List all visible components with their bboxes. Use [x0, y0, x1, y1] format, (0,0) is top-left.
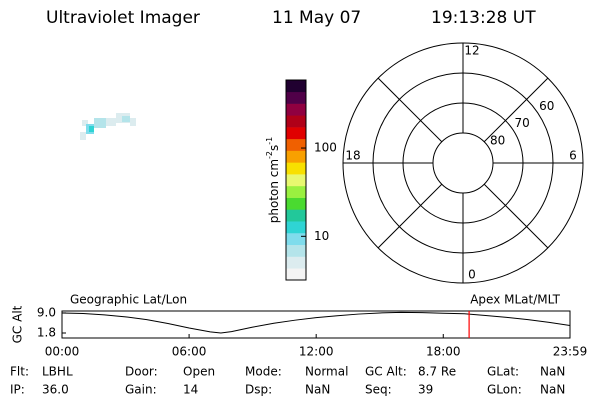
- info-label: GLat:: [487, 365, 519, 379]
- info-label: GC Alt:: [365, 365, 407, 379]
- y-axis-label: GC Alt: [11, 305, 25, 343]
- altitude-line: [61, 311, 571, 334]
- info-label: Mode:: [245, 365, 282, 379]
- date: 11 May 07: [272, 8, 361, 28]
- colorbar-stripe: [286, 127, 306, 140]
- info-label: Seq:: [365, 383, 392, 397]
- colorbar-stripe: [286, 103, 306, 116]
- info-value: 8.7 Re: [418, 365, 456, 379]
- colorbar-stripe: [286, 232, 306, 246]
- info-value: NaN: [305, 383, 330, 397]
- mlt-label: 0: [468, 268, 476, 282]
- info-label: Gain:: [125, 383, 157, 397]
- x-tick-label: 18:00: [426, 345, 461, 359]
- info-label: IP:: [10, 383, 25, 397]
- right-label: Apex MLat/MLT: [470, 293, 560, 307]
- colorbar-stripe: [286, 138, 306, 151]
- mlt-label: 18: [345, 149, 360, 163]
- info-value: Normal: [305, 365, 348, 379]
- info-label: Door:: [125, 365, 158, 379]
- colorbar-stripe: [286, 174, 306, 187]
- label-sup: -2: [265, 151, 274, 159]
- colorbar-stripe: [286, 197, 306, 210]
- colorbar-stripe: [286, 268, 306, 281]
- colorbar-stripe: [286, 91, 306, 104]
- colorbar-frame: [285, 79, 307, 281]
- pixel: [82, 120, 88, 126]
- polar-spoke: [483, 183, 549, 249]
- pixel: [130, 118, 136, 126]
- x-tick-label: 23:59: [553, 345, 588, 359]
- aurora-image: [80, 113, 136, 140]
- left-label: Geographic Lat/Lon: [70, 293, 187, 307]
- y-tick-label: 9.0: [37, 305, 56, 319]
- pixel: [94, 118, 106, 128]
- label-sup: -1: [265, 137, 274, 145]
- x-tick-label: 00:00: [45, 345, 80, 359]
- ring-label: 80: [490, 133, 505, 147]
- time: 19:13:28 UT: [431, 8, 536, 28]
- info-label: GLon:: [487, 383, 522, 397]
- colorbar-stripe: [286, 150, 306, 163]
- info-value: NaN: [540, 365, 565, 379]
- polar-spoke: [377, 77, 443, 143]
- title: Ultraviolet Imager: [46, 8, 200, 28]
- mlt-label: 12: [464, 44, 479, 58]
- colorbar-label: photon cm-2s-1: [265, 137, 281, 224]
- colorbar-stripe: [286, 256, 306, 269]
- label-part: s: [267, 145, 281, 151]
- info-value: 36.0: [42, 383, 69, 397]
- colorbar-stripe: [286, 162, 306, 175]
- info-label: Flt:: [10, 365, 29, 379]
- info-value: LBHL: [42, 365, 73, 379]
- colorbar-stripe: [286, 209, 306, 222]
- y-tick-label: 1.8: [37, 325, 56, 339]
- info-value: 14: [183, 383, 198, 397]
- colorbar-stripe: [286, 115, 306, 128]
- info-value: Open: [183, 365, 215, 379]
- pixel: [106, 118, 116, 126]
- colorbar-tick-label: 100: [314, 141, 337, 155]
- mlt-label: 6: [569, 149, 577, 163]
- colorbar-tick-label: 10: [314, 229, 329, 243]
- label-part: photon cm: [267, 159, 281, 223]
- colorbar-stripe: [286, 221, 306, 234]
- colorbar-stripe: [286, 80, 306, 93]
- info-value: NaN: [540, 383, 565, 397]
- ring-label: 60: [539, 99, 554, 113]
- colorbar-stripe: [286, 244, 306, 257]
- ring-label: 70: [515, 116, 530, 130]
- x-tick-label: 06:00: [172, 345, 207, 359]
- pixel: [89, 126, 94, 132]
- pixel: [122, 116, 130, 122]
- polar-spoke: [483, 77, 549, 143]
- x-tick-label: 12:00: [299, 345, 334, 359]
- pixel: [80, 132, 86, 140]
- info-value: 39: [418, 383, 433, 397]
- info-label: Dsp:: [245, 383, 272, 397]
- polar-spoke: [377, 183, 443, 249]
- colorbar-stripe: [286, 185, 306, 198]
